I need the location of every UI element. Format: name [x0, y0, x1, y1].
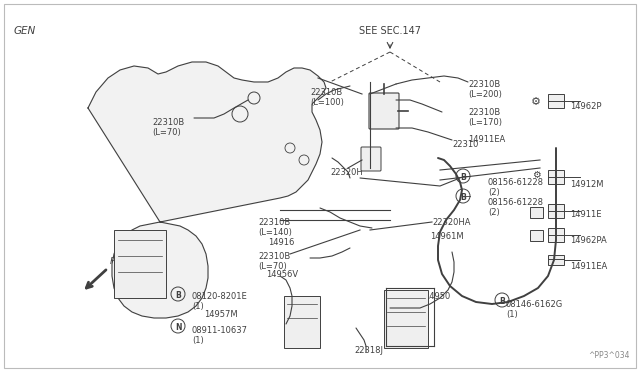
- Text: 22320H: 22320H: [330, 168, 363, 177]
- Text: FRONT: FRONT: [110, 257, 141, 266]
- FancyBboxPatch shape: [369, 93, 399, 129]
- FancyBboxPatch shape: [529, 230, 543, 241]
- Text: 14911EA: 14911EA: [570, 262, 607, 271]
- Bar: [548, 94, 564, 108]
- FancyBboxPatch shape: [529, 206, 543, 218]
- Polygon shape: [88, 62, 326, 318]
- Text: 14956V: 14956V: [266, 270, 298, 279]
- Text: 22310B
(L=100): 22310B (L=100): [310, 88, 344, 108]
- Text: 22310B
(L=70): 22310B (L=70): [258, 252, 291, 272]
- Text: 22310B
(L=200): 22310B (L=200): [468, 80, 502, 99]
- Text: 14962P: 14962P: [570, 102, 602, 111]
- Text: ⚙: ⚙: [532, 170, 540, 180]
- Text: 22310B
(L=70): 22310B (L=70): [152, 118, 184, 137]
- Text: 22320HA: 22320HA: [432, 218, 470, 227]
- Bar: [384, 290, 428, 348]
- Text: 14911EA: 14911EA: [468, 135, 505, 144]
- Bar: [284, 296, 320, 348]
- Text: ⚙: ⚙: [531, 97, 541, 107]
- Text: B: B: [460, 173, 466, 182]
- Text: 08156-61228
(2): 08156-61228 (2): [488, 198, 544, 217]
- Text: SEE SEC.147: SEE SEC.147: [359, 26, 421, 36]
- Bar: [548, 255, 564, 265]
- Text: 22310B
(L=170): 22310B (L=170): [468, 108, 502, 127]
- Text: 08911-10637
(1): 08911-10637 (1): [192, 326, 248, 345]
- Bar: [114, 230, 166, 298]
- Text: 22318J: 22318J: [354, 346, 383, 355]
- Text: 08120-8201E
(1): 08120-8201E (1): [192, 292, 248, 311]
- Text: ^PP3^034: ^PP3^034: [589, 351, 630, 360]
- Text: 14957M: 14957M: [204, 310, 237, 319]
- FancyBboxPatch shape: [361, 147, 381, 171]
- Bar: [548, 204, 564, 218]
- Text: 08156-61228
(2): 08156-61228 (2): [488, 178, 544, 198]
- Bar: [548, 228, 564, 242]
- Bar: [548, 170, 564, 184]
- Text: 14961M: 14961M: [430, 232, 463, 241]
- Text: GEN: GEN: [14, 26, 36, 36]
- Text: B: B: [175, 291, 181, 299]
- Text: B: B: [460, 192, 466, 202]
- Text: 14950: 14950: [424, 292, 451, 301]
- Text: 14962PA: 14962PA: [570, 236, 607, 245]
- Text: 14911E: 14911E: [570, 210, 602, 219]
- Text: N: N: [175, 323, 181, 331]
- Text: 22310B
(L=140): 22310B (L=140): [258, 218, 292, 237]
- Text: 14912M: 14912M: [570, 180, 604, 189]
- Text: 08146-6162G
(1): 08146-6162G (1): [506, 300, 563, 320]
- Text: B: B: [499, 296, 505, 305]
- Text: 22310: 22310: [452, 140, 478, 149]
- Text: 14916: 14916: [268, 238, 294, 247]
